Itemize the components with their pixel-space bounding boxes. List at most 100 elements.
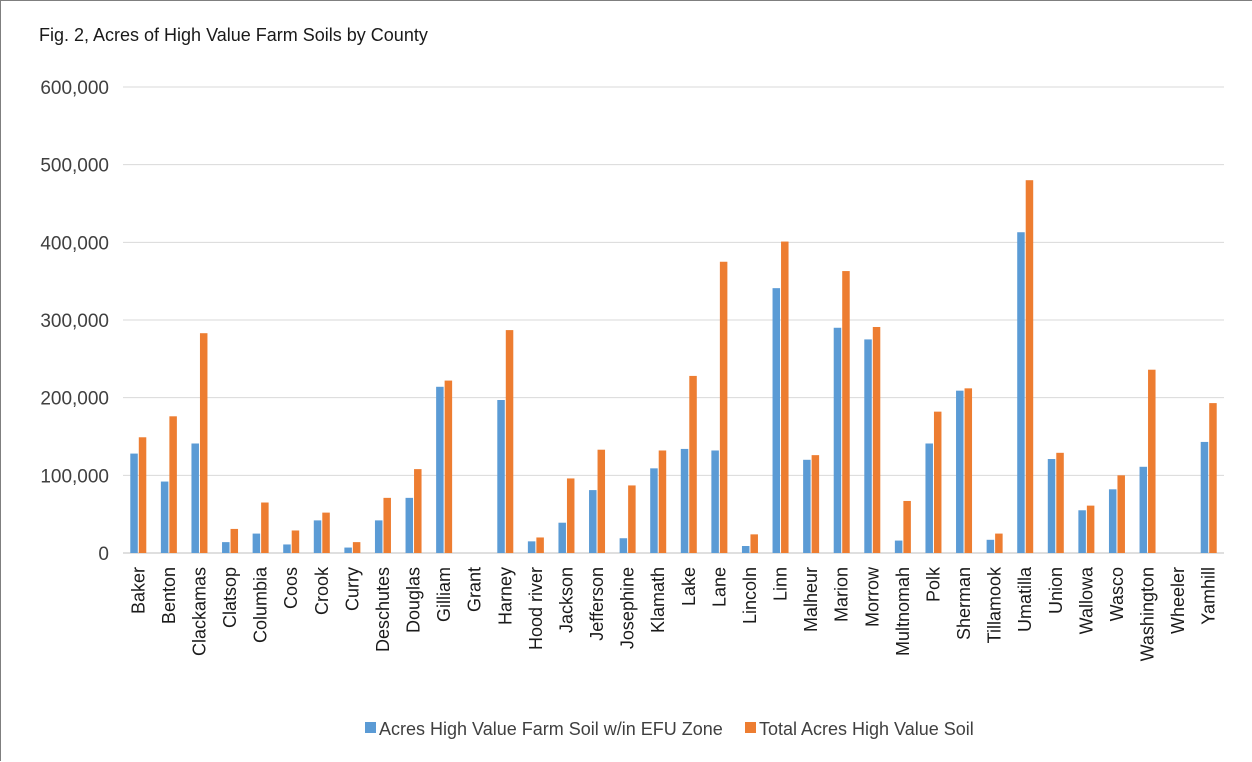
bar-total — [597, 449, 606, 553]
bar-efu — [344, 547, 352, 553]
x-tick-label: Polk — [923, 566, 943, 602]
bar-total — [566, 478, 575, 553]
legend: Acres High Value Farm Soil w/in EFU Zone… — [365, 719, 974, 739]
bar-efu — [650, 468, 658, 553]
x-tick-label: Morrow — [862, 566, 882, 627]
bar-efu — [1078, 510, 1086, 553]
bar-efu — [405, 497, 414, 553]
bar-efu — [894, 540, 903, 553]
bar-total — [169, 416, 177, 553]
bar-total — [138, 437, 147, 553]
bar-efu — [803, 459, 811, 553]
bar-total — [444, 380, 453, 553]
x-tick-label: Yamhill — [1199, 567, 1219, 625]
bar-total — [750, 534, 758, 553]
y-tick-label: 300,000 — [40, 311, 109, 332]
x-tick-label: Clackamas — [189, 567, 209, 656]
bar-efu — [1108, 489, 1117, 553]
legend-swatch-efu — [365, 722, 376, 733]
bar-efu — [1047, 459, 1056, 553]
x-tick-label: Columbia — [251, 566, 271, 643]
x-tick-label: Gilliam — [434, 567, 454, 622]
bar-efu — [956, 390, 964, 553]
bar-efu — [1139, 466, 1148, 553]
bar-total — [689, 375, 697, 553]
x-tick-label: Douglas — [404, 567, 424, 633]
x-tick-label: Hood river — [526, 567, 546, 650]
x-tick-label: Benton — [159, 567, 179, 624]
x-tick-label: Lake — [679, 567, 699, 606]
bar-efu — [864, 339, 872, 553]
legend-label-efu: Acres High Value Farm Soil w/in EFU Zone — [379, 719, 723, 739]
bar-efu — [711, 450, 719, 553]
x-tick-label: Wasco — [1107, 567, 1127, 621]
x-tick-label: Wallowa — [1076, 566, 1096, 634]
bar-efu — [833, 327, 842, 553]
x-tick-label: Malheur — [801, 567, 821, 632]
x-tick-label: Grant — [465, 567, 485, 612]
y-tick-label: 400,000 — [40, 233, 109, 254]
bar-total — [322, 512, 330, 553]
bar-efu — [436, 386, 444, 553]
x-tick-label: Tillamook — [985, 566, 1005, 643]
x-tick-label: Baker — [128, 567, 148, 614]
x-tick-label: Curry — [342, 567, 362, 611]
bar-total — [1025, 180, 1034, 553]
x-tick-label: Josephine — [618, 567, 638, 649]
y-axis: 0 100,000 200,000 300,000 400,000 500,000 600,… — [40, 78, 109, 565]
x-tick-label: Clatsop — [220, 567, 240, 628]
bar-efu — [558, 522, 566, 553]
bar-efu — [1017, 232, 1025, 553]
bar-efu — [374, 520, 383, 553]
bar-total — [781, 241, 789, 553]
bar-total — [536, 537, 544, 553]
bar-total — [414, 469, 422, 553]
x-tick-label: Umatilla — [1015, 566, 1035, 632]
x-tick-label: Lane — [709, 567, 729, 607]
gridlines — [123, 86, 1224, 554]
x-tick-label: Crook — [312, 566, 332, 615]
bar-total — [352, 542, 361, 553]
bar-efu — [313, 520, 322, 553]
bar-total — [1086, 505, 1095, 553]
bar-total — [964, 388, 973, 553]
y-tick-label: 0 — [98, 544, 109, 565]
bar-total — [1117, 475, 1125, 553]
bar-total — [291, 530, 300, 553]
bar-total — [842, 271, 850, 553]
bar-total — [1148, 369, 1156, 553]
bar-efu — [986, 539, 995, 553]
bar-efu — [252, 533, 261, 553]
legend-label-total: Total Acres High Value Soil — [759, 719, 974, 739]
bar-efu — [772, 288, 781, 553]
x-tick-label: Coos — [281, 567, 301, 609]
x-tick-label: Harney — [495, 567, 515, 625]
chart-title: Fig. 2, Acres of High Value Farm Soils b… — [39, 25, 428, 45]
x-tick-label: Union — [1046, 567, 1066, 614]
bar-efu — [130, 453, 138, 553]
bar-efu — [925, 443, 933, 553]
bar-total — [505, 330, 514, 553]
y-tick-label: 500,000 — [40, 156, 109, 177]
bar-efu — [497, 399, 505, 553]
x-tick-label: Multnomah — [893, 567, 913, 656]
bars — [130, 180, 1217, 553]
y-tick-label: 600,000 — [40, 78, 109, 99]
y-tick-label: 200,000 — [40, 389, 109, 410]
x-axis: Baker Benton Clackamas Clatsop Columbia Coos C… — [128, 566, 1218, 661]
x-tick-label: Marion — [832, 567, 852, 622]
x-tick-label: Wheeler — [1168, 567, 1188, 634]
x-tick-label: Deschutes — [373, 567, 393, 652]
y-tick-label: 100,000 — [40, 466, 109, 487]
bar-efu — [160, 481, 169, 553]
x-tick-label: Sherman — [954, 567, 974, 640]
x-tick-label: Washington — [1138, 567, 1158, 661]
bar-total — [1056, 452, 1064, 553]
bar-total — [872, 326, 881, 553]
bar-total — [383, 497, 391, 553]
x-tick-label: Jefferson — [587, 567, 607, 641]
bar-efu — [527, 541, 536, 553]
bar-total — [811, 455, 820, 553]
